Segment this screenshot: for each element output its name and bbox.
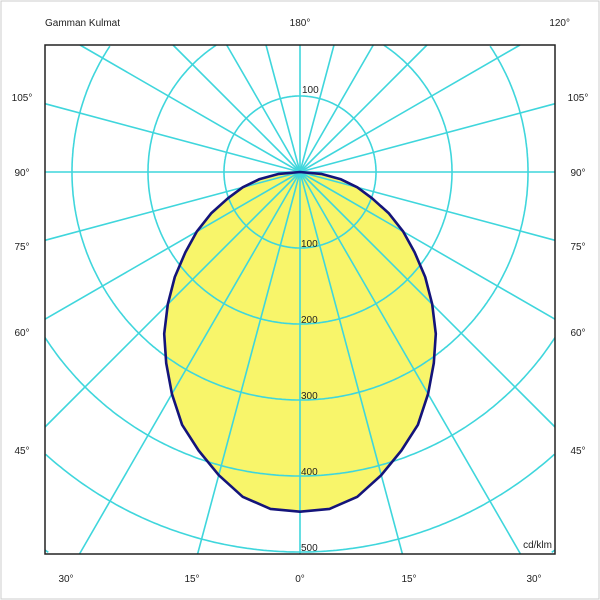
- grid-ring: [71, 45, 529, 401]
- angle-label-right: 75°: [570, 242, 585, 253]
- grid-spoke: [299, 44, 335, 173]
- grid-spoke: [44, 171, 301, 242]
- angle-label-right: 45°: [570, 446, 585, 457]
- grid-ring: [44, 337, 556, 477]
- grid-ring: [45, 453, 555, 553]
- grid-spoke: [299, 44, 428, 173]
- angle-label-left: 105°: [12, 93, 33, 104]
- radial-tick-label: 300: [301, 391, 318, 402]
- grid-spoke: [299, 44, 374, 173]
- angle-label-bottom: 15°: [184, 574, 199, 585]
- radial-tick-label: 100: [301, 239, 318, 250]
- angle-label-left: 90°: [14, 168, 29, 179]
- grid-spoke: [265, 44, 301, 173]
- grid-spoke: [44, 102, 301, 173]
- grid-spoke: [44, 171, 301, 320]
- grid-spoke: [172, 44, 301, 173]
- angle-label-right: 90°: [570, 168, 585, 179]
- grid-spoke: [44, 171, 301, 428]
- angle-label-left: 60°: [14, 328, 29, 339]
- radial-tick-label: 100: [302, 85, 319, 96]
- chart-title: Gamman Kulmat: [45, 18, 120, 29]
- radial-tick-label: 200: [301, 315, 318, 326]
- grid-spoke: [299, 171, 556, 320]
- radial-tick-label: 400: [301, 467, 318, 478]
- angle-label-right: 105°: [568, 93, 589, 104]
- grid-spoke: [299, 102, 556, 173]
- grid-spoke: [79, 44, 301, 173]
- grid-spoke: [299, 171, 404, 555]
- angle-label-left: 45°: [14, 446, 29, 457]
- angle-label-right: 60°: [570, 328, 585, 339]
- grid-ring: [147, 44, 453, 325]
- grid-spoke: [299, 171, 556, 242]
- angle-label-left: 75°: [14, 242, 29, 253]
- plot-frame: [44, 44, 556, 555]
- grid-spoke: [299, 171, 556, 428]
- angle-label-top-right: 120°: [549, 18, 570, 29]
- radial-tick-label: 500: [301, 543, 318, 554]
- grid-spoke: [78, 171, 301, 555]
- unit-label: cd/klm: [523, 540, 552, 551]
- angle-label-bottom: 15°: [401, 574, 416, 585]
- grid-spoke: [226, 44, 301, 173]
- angle-label-bottom: 30°: [58, 574, 73, 585]
- grid-spoke: [299, 171, 522, 555]
- angle-label-bottom: 0°: [295, 574, 305, 585]
- angle-label-top: 180°: [290, 18, 311, 29]
- grid-spoke: [196, 171, 301, 555]
- grid-spoke: [299, 44, 521, 173]
- intensity-curve: [162, 170, 438, 513]
- angle-label-bottom: 30°: [526, 574, 541, 585]
